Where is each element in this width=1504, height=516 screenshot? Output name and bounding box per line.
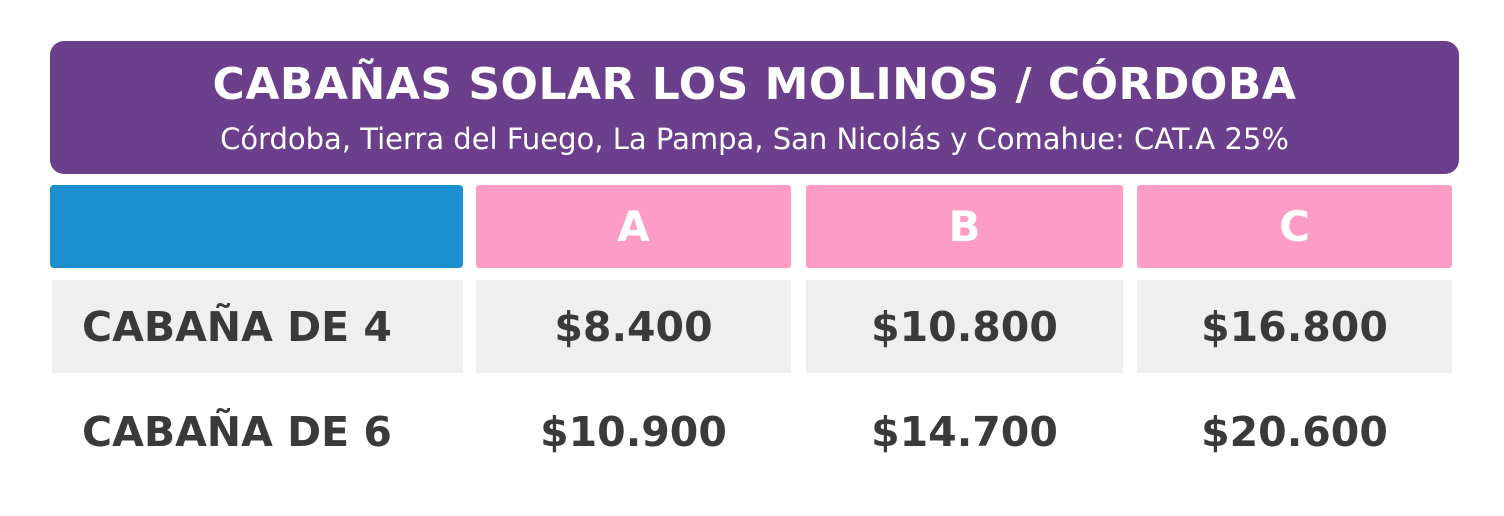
page-subtitle: Córdoba, Tierra del Fuego, La Pampa, San… [220,122,1289,156]
page-title: CABAÑAS SOLAR LOS MOLINOS / CÓRDOBA [212,59,1297,110]
column-header-c: C [1137,185,1452,268]
row-label-cabana-6: CABAÑA DE 6 [82,407,392,456]
column-header-a: A [476,185,791,268]
column-header-b: B [806,185,1123,268]
price-cabana-6-b: $14.700 [871,407,1058,456]
price-cabana-6-c: $20.600 [1201,407,1388,456]
price-cabana-4-a: $8.400 [476,280,791,373]
price-cabana-4-c: $16.800 [1137,280,1452,373]
price-cabana-6-a: $10.900 [540,407,727,456]
table-corner-cell [50,185,463,268]
title-banner: CABAÑAS SOLAR LOS MOLINOS / CÓRDOBA Córd… [50,41,1459,174]
price-cabana-4-b: $10.800 [806,280,1123,373]
row-label-cabana-4: CABAÑA DE 4 [52,280,463,373]
